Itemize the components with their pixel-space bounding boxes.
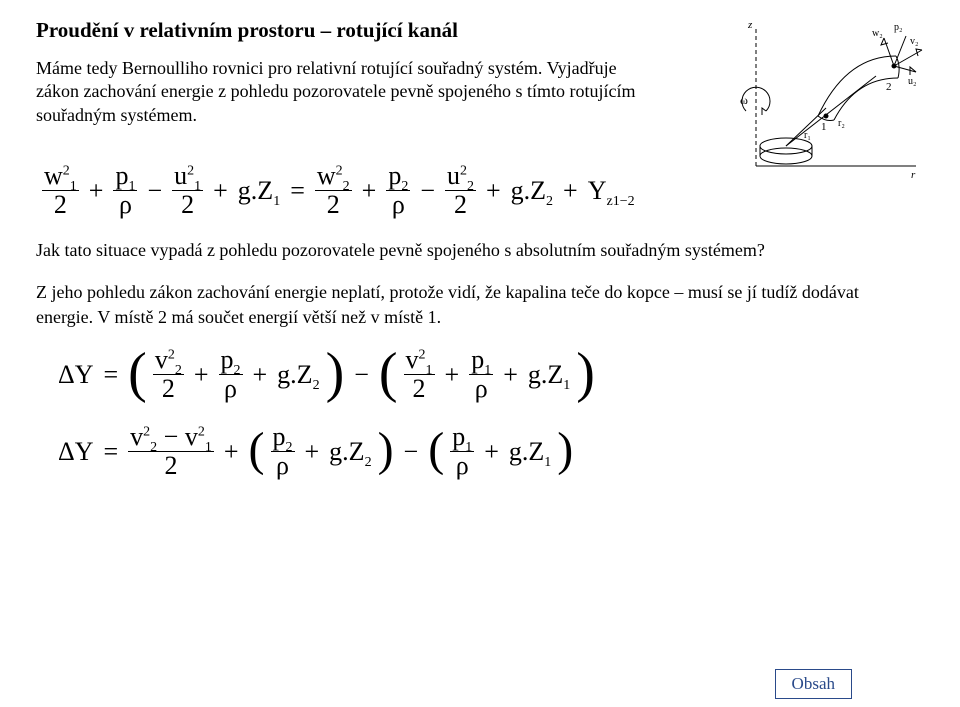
svg-text:2: 2 [886, 81, 892, 93]
svg-text:u₂: u₂ [908, 76, 917, 87]
question-paragraph: Jak tato situace vypadá z pohledu pozoro… [36, 238, 916, 262]
svg-text:r₂: r₂ [838, 118, 845, 129]
delta-y-equation-2: ΔY = v22 − v21 2 + ( p2ρ + g.Z2 ) − ( p1… [58, 424, 924, 479]
svg-text:1: 1 [821, 121, 827, 133]
svg-text:w₂: w₂ [872, 28, 883, 39]
svg-text:p₂: p₂ [894, 22, 903, 33]
channel-diagram: z r ω r₁ r₂ [726, 16, 926, 186]
svg-text:r₁: r₁ [804, 130, 811, 141]
explanation-paragraph: Z jeho pohledu zákon zachování energie n… [36, 280, 916, 329]
svg-text:ω: ω [740, 93, 748, 107]
intro-paragraph: Máme tedy Bernoulliho rovnici pro relati… [36, 57, 656, 127]
svg-text:z: z [747, 19, 753, 31]
delta-y-equation-1: ΔY = ( v222 + p2ρ + g.Z2 ) − ( v212 + p1… [58, 347, 924, 402]
contents-button[interactable]: Obsah [775, 669, 852, 699]
svg-text:r: r [911, 169, 916, 181]
svg-text:v₂: v₂ [910, 36, 919, 47]
